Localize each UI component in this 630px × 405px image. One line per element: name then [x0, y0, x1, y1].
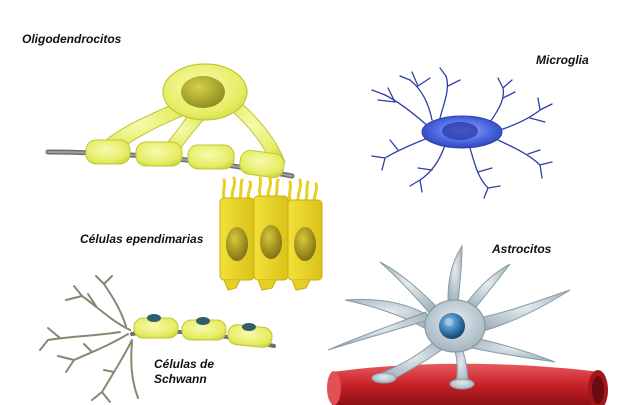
microglia	[371, 67, 553, 199]
label-celulas-ependimarias: Células ependimarias	[80, 232, 204, 246]
astrocyte	[327, 244, 608, 405]
oligodendrocyte	[45, 63, 295, 179]
label-microglia: Microglia	[536, 53, 589, 67]
label-schwann-line2: Schwann	[154, 372, 207, 386]
label-celulas-de-schwann: Células de Schwann	[154, 357, 214, 387]
schwann-cells	[39, 275, 276, 403]
label-astrocitos: Astrocitos	[492, 242, 552, 256]
label-oligodendrocitos: Oligodendrocitos	[22, 32, 122, 46]
label-schwann-line1: Células de	[154, 357, 215, 371]
ependymal-cells	[219, 176, 323, 291]
